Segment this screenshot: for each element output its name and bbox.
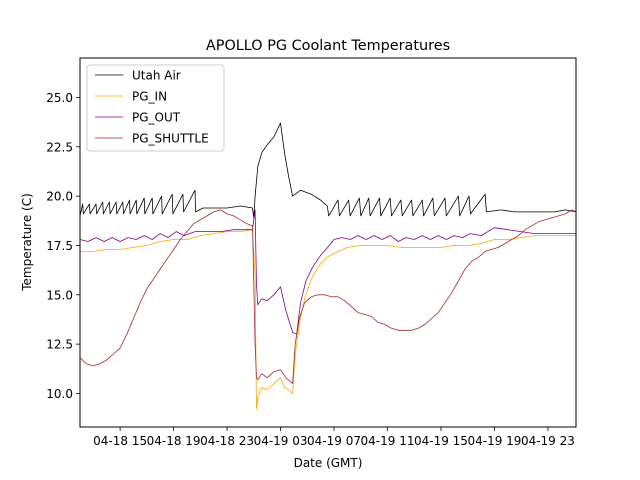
y-tick-label: 22.5: [46, 140, 73, 154]
legend-label: PG_IN: [132, 90, 167, 104]
x-axis-label: Date (GMT): [294, 456, 363, 470]
legend-label: Utah Air: [132, 69, 181, 83]
x-tick-label: 04-18 23: [200, 434, 254, 448]
x-tick-label: 04-18 19: [147, 434, 201, 448]
x-axis: 04-18 15 04-18 19 04-18 23 04-19 03 04-19 07…: [93, 427, 575, 448]
x-tick-label: 04-18 15: [93, 434, 147, 448]
x-tick-label: 04-19 11: [361, 434, 415, 448]
legend: Utah Air PG_IN PG_OUT PG_SHUTTLE: [86, 64, 225, 152]
chart-title: APOLLO PG Coolant Temperatures: [206, 38, 450, 54]
x-tick-label: 04-19 07: [307, 434, 361, 448]
x-tick-label: 04-19 19: [467, 434, 521, 448]
y-tick-label: 20.0: [46, 190, 73, 204]
y-axis-label: Temperature (C): [20, 193, 34, 292]
series-line-utah-air: [80, 122, 576, 219]
plot-frame: [79, 57, 577, 428]
y-tick-label: 10.0: [46, 387, 73, 401]
legend-label: PG_SHUTTLE: [132, 132, 209, 146]
y-tick-label: 12.5: [46, 338, 73, 352]
series-layer: [80, 122, 576, 410]
series-line-pg-in: [80, 229, 576, 410]
legend-frame: [86, 64, 225, 152]
x-tick-label: 04-19 15: [414, 434, 468, 448]
y-axis: 10.0 12.5 15.0 17.5 20.0 22.5 25.0: [46, 91, 80, 401]
series-line-pg-shuttle: [80, 209, 576, 385]
legend-label: PG_OUT: [132, 111, 181, 125]
x-tick-label: 04-19 23: [521, 434, 575, 448]
y-tick-label: 15.0: [46, 288, 73, 302]
y-tick-label: 25.0: [46, 91, 73, 105]
x-tick-label: 04-19 03: [254, 434, 308, 448]
y-tick-label: 17.5: [46, 239, 73, 253]
series-line-pg-out: [80, 209, 576, 335]
